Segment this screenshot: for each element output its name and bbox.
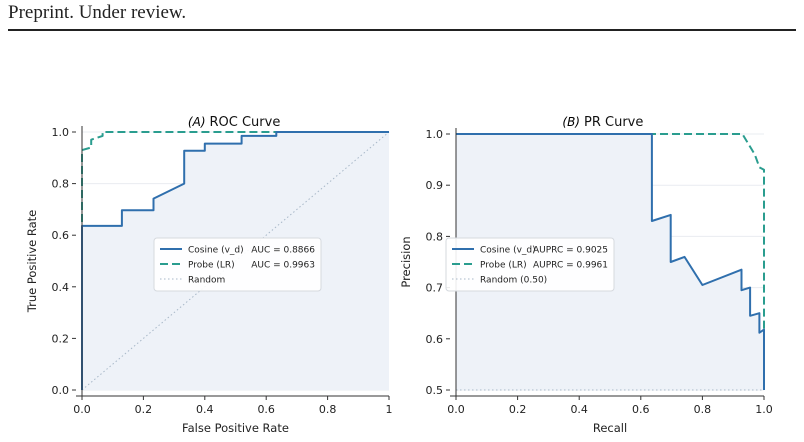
roc-panel-label: (A) [188,115,206,129]
roc-series-line-1 [81,131,389,390]
roc-x-tick-label: 0.8 [319,403,337,416]
pr-y-tick-label: 1.0 [426,128,444,141]
roc-y-tick-label: 0.8 [52,178,70,191]
roc-x-tick-label: 1 [386,403,393,416]
pr-y-tick-label: 0.6 [426,333,444,346]
pr-x-axis-label: Recall [593,421,627,435]
roc-x-tick-label: 0.2 [135,403,153,416]
pr-x-tick-label: 1.0 [755,403,773,416]
pr-legend-box [445,237,615,292]
roc-legend-metric: AUC = 0.9963 [251,261,315,271]
roc-x-tick-label: 0.0 [73,403,91,416]
roc-title: ROC Curve [210,115,281,130]
roc-y-tick-label: 0.4 [52,281,70,294]
pr-x-tick-label: 0.2 [509,403,527,416]
pr-x-tick-label: 0.0 [447,403,465,416]
pr-y-axis-label: Precision [399,236,413,287]
pr-x-tick-label: 0.4 [570,403,588,416]
roc-y-tick-label: 0.6 [52,229,70,242]
roc-ticks: 0.0 0.2 0.4 0.6 0.8 1 0.0 0.2 0.4 0.6 0.8 1.0 [52,126,393,416]
roc-chart-panel: 0.0 0.2 0.4 0.6 0.8 1 0.0 0.2 0.4 0.6 0.8 1.0 (A) R… [25,115,393,435]
pr-y-tick-label: 0.7 [426,282,444,295]
roc-y-axis-label: True Positive Rate [25,210,39,313]
roc-legend: Cosine (v_d) AUC = 0.8866 Probe (LR) AUC = … [153,237,322,292]
roc-legend-box [153,237,322,292]
pr-legend-name: Cosine (v_d) [480,246,536,256]
pr-panel-label: (B) [562,115,580,129]
pr-series-line-1 [456,133,765,390]
pr-y-tick-label: 0.5 [426,384,444,397]
pr-y-tick-label: 0.8 [426,230,444,243]
pr-x-tick-label: 0.8 [694,403,712,416]
pr-chart-panel: 0.0 0.2 0.4 0.6 0.8 1.0 0.5 0.6 0.7 0.8 0.9 1.0 (B)… [399,115,773,435]
roc-x-tick-label: 0.6 [257,403,275,416]
pr-legend-name: Probe (LR) [480,261,527,271]
roc-legend-name: Random [188,276,225,286]
roc-y-tick-label: 0.2 [52,332,70,345]
header-rule [8,29,796,31]
roc-legend-name: Cosine (v_d) [188,246,244,256]
pr-title: PR Curve [584,115,643,130]
pr-legend-metric: AUPRC = 0.9025 [533,246,608,256]
roc-x-axis-label: False Positive Rate [182,421,289,435]
roc-legend-name: Probe (LR) [188,261,235,271]
pr-series-line-0 [456,133,765,390]
pr-y-tick-label: 0.9 [426,179,444,192]
pr-series [456,133,765,391]
roc-x-tick-label: 0.4 [196,403,214,416]
roc-y-tick-label: 0.0 [52,384,70,397]
roc-y-tick-label: 1.0 [52,126,70,139]
page-header-text: Preprint. Under review. [8,2,187,23]
pr-legend-metric: AUPRC = 0.9961 [533,261,608,271]
pr-ticks: 0.0 0.2 0.4 0.6 0.8 1.0 0.5 0.6 0.7 0.8 0.9 1.0 [426,128,773,416]
roc-legend-metric: AUC = 0.8866 [251,246,315,256]
roc-series-line-0 [81,131,389,390]
roc-axes [76,126,389,397]
pr-x-tick-label: 0.6 [632,403,650,416]
pr-legend-name: Random (0.50) [480,276,547,286]
pr-legend: Cosine (v_d)AUPRC = 0.9025 Probe (LR) AUPR… [445,237,615,292]
